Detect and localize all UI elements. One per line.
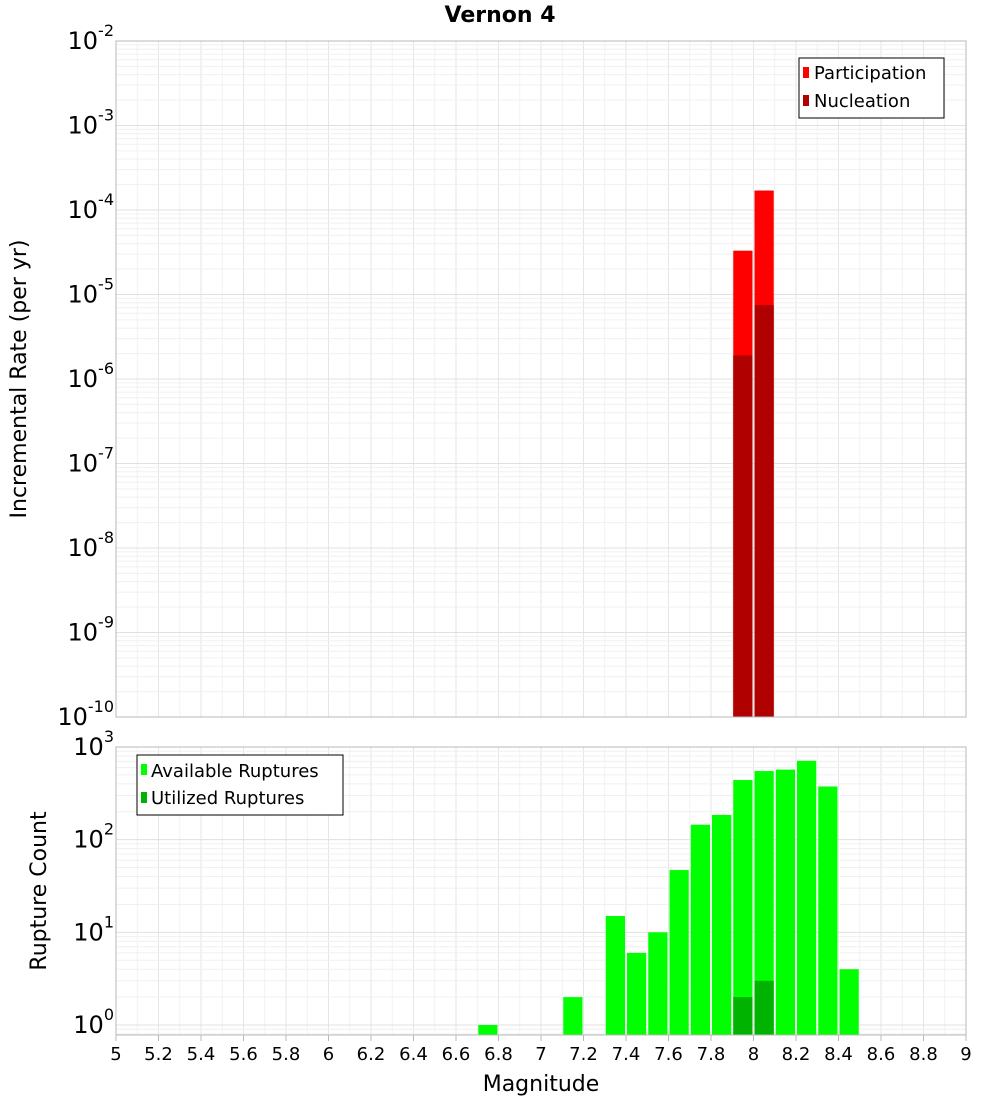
x-tick-label: 6.6 (442, 1044, 471, 1065)
x-tick-label: 7.6 (654, 1044, 683, 1065)
y-tick-label: 101 (73, 912, 114, 946)
x-tick-label: 5.6 (229, 1044, 258, 1065)
y-tick-label: 10-2 (68, 21, 115, 55)
rate-y-axis-label: Incremental Rate (per yr) (7, 240, 32, 519)
utilized-ruptures-bar (733, 997, 753, 1035)
x-axis-label: Magnitude (483, 1072, 600, 1097)
utilized-legend-swatch (141, 792, 147, 803)
x-tick-label: 7.2 (569, 1044, 598, 1065)
nucleation-bar (733, 355, 753, 717)
available-ruptures-bar (669, 870, 689, 1035)
available-ruptures-bar (478, 1025, 498, 1035)
x-tick-label: 8 (748, 1044, 759, 1065)
y-tick-label: 10-8 (68, 528, 115, 562)
available-ruptures-bar (605, 916, 625, 1035)
y-tick-label: 102 (73, 820, 114, 854)
participation-legend-swatch (803, 67, 809, 78)
nucleation-legend-label: Nucleation (814, 91, 910, 112)
x-tick-label: 5.2 (144, 1044, 173, 1065)
x-tick-label: 5.4 (187, 1044, 216, 1065)
x-tick-label: 5 (110, 1044, 121, 1065)
rate-legend-box (798, 57, 945, 119)
available-ruptures-bar (754, 771, 774, 1035)
y-tick-label: 10-7 (68, 444, 115, 478)
y-tick-label: 10-5 (68, 275, 115, 309)
y-tick-label: 10-10 (57, 697, 114, 731)
chart-title: Vernon 4 (445, 3, 556, 28)
y-tick-label: 10-9 (68, 613, 115, 647)
available-ruptures-bar (733, 780, 753, 1035)
rate-plot-border (115, 40, 967, 718)
x-tick-label: 9 (960, 1044, 971, 1065)
available-legend-swatch (141, 764, 147, 775)
x-tick-label: 7 (535, 1044, 546, 1065)
available-legend-label: Available Ruptures (151, 761, 319, 782)
x-tick-label: 6.8 (484, 1044, 513, 1065)
x-tick-label: 6.2 (357, 1044, 386, 1065)
count-panel: 100 101 102 103 5 5.2 5.4 5.6 5.8 6 6.2 6.4 6.6 6.8 7… (27, 727, 972, 1097)
count-legend-box (136, 754, 344, 816)
x-tick-label: 5.8 (272, 1044, 301, 1065)
x-ticks: 5 5.2 5.4 5.6 5.8 6 6.2 6.4 6.6 6.8 7 7.2 7.4 7.6 7.8 8… (110, 1035, 972, 1065)
rate-legend: Participation Nucleation (798, 57, 945, 119)
nucleation-bar (754, 305, 774, 717)
y-tick-label: 10-6 (68, 359, 115, 393)
y-tick-label: 10-4 (68, 190, 115, 224)
x-tick-label: 6.4 (399, 1044, 428, 1065)
available-ruptures-bar (712, 814, 732, 1035)
utilized-legend-label: Utilized Ruptures (151, 788, 304, 809)
available-ruptures-bar (627, 952, 647, 1035)
count-legend: Available Ruptures Utilized Ruptures (136, 754, 344, 816)
y-tick-label: 103 (73, 727, 114, 761)
available-ruptures-bar (648, 932, 668, 1035)
count-bars (478, 760, 859, 1035)
available-ruptures-bar (839, 969, 859, 1035)
x-tick-label: 8.4 (824, 1044, 853, 1065)
available-ruptures-bar (797, 760, 817, 1035)
rate-y-ticks: 10-10 10-9 10-8 10-7 10-6 10-5 10-4 10-3 10-2 (57, 21, 114, 731)
utilized-ruptures-bar (754, 980, 774, 1035)
x-tick-label: 8.2 (782, 1044, 811, 1065)
rate-bars (733, 190, 774, 717)
x-tick-label: 7.4 (612, 1044, 641, 1065)
rate-panel: 10-10 10-9 10-8 10-7 10-6 10-5 10-4 10-3 10-2 In… (7, 21, 967, 731)
x-tick-label: 7.8 (697, 1044, 726, 1065)
available-ruptures-bar (775, 769, 795, 1035)
rate-gridlines (115, 41, 967, 718)
available-ruptures-bar (690, 824, 710, 1035)
y-tick-label: 100 (73, 1005, 114, 1039)
x-tick-label: 8.6 (867, 1044, 896, 1065)
count-y-axis-label: Rupture Count (27, 811, 52, 971)
x-tick-label: 8.8 (909, 1044, 938, 1065)
available-ruptures-bar (818, 786, 838, 1035)
x-tick-label: 6 (323, 1044, 334, 1065)
nucleation-legend-swatch (803, 95, 809, 106)
participation-legend-label: Participation (814, 63, 926, 84)
available-ruptures-bar (563, 997, 583, 1035)
y-tick-label: 10-3 (68, 106, 115, 140)
count-y-ticks: 100 101 102 103 (73, 727, 114, 1039)
